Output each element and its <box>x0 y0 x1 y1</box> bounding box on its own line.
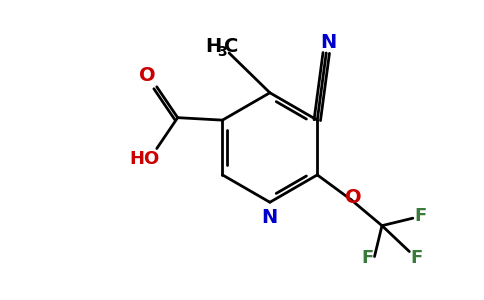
Text: 3: 3 <box>217 45 227 59</box>
Text: HO: HO <box>129 151 159 169</box>
Text: H: H <box>205 38 221 56</box>
Text: O: O <box>345 188 362 207</box>
Text: N: N <box>261 208 277 227</box>
Text: F: F <box>362 250 374 268</box>
Text: F: F <box>414 207 426 225</box>
Text: F: F <box>410 250 423 268</box>
Text: O: O <box>139 66 156 85</box>
Text: C: C <box>224 38 239 56</box>
Text: N: N <box>320 32 336 52</box>
